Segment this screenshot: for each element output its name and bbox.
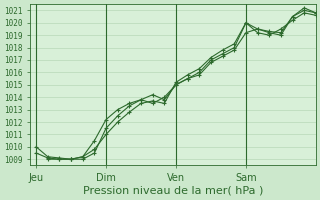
X-axis label: Pression niveau de la mer( hPa ): Pression niveau de la mer( hPa ) bbox=[83, 186, 263, 196]
